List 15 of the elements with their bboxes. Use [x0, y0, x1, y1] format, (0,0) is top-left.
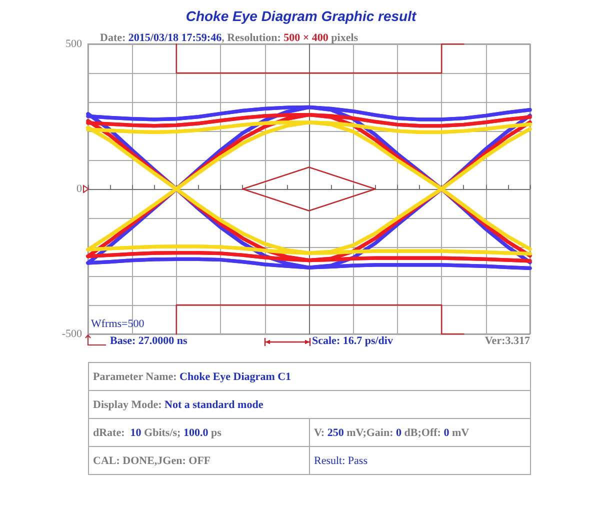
y-tick-label: 0 [76, 183, 82, 195]
text: Display Mode: Not a standard mode [93, 398, 264, 410]
text: CAL: DONE,JGen: OFF [93, 454, 211, 466]
chart-subtitle: Date: 2015/03/18 17:59:46, Resolution: 500 × 400 pixels [100, 32, 358, 44]
text: Result: Pass [314, 454, 368, 466]
text: dRate: 10 Gbits/s; 100.0 ps [93, 426, 222, 438]
chart-title: Choke Eye Diagram Graphic result [184, 7, 418, 25]
y-tick-label: 500 [66, 38, 82, 50]
text: Ver:3.317 [484, 335, 530, 348]
text: Scale: 16.7 ps/div [312, 335, 393, 348]
text: V: 250 mV;Gain: 0 dB;Off: 0 mV [314, 426, 470, 438]
annotation: Wfrms=500 [91, 318, 144, 331]
text: Parameter Name: Choke Eye Diagram C1 [93, 370, 292, 382]
y-tick-label: -500 [62, 328, 82, 340]
text: Base: 27.0000 ns [110, 335, 188, 348]
